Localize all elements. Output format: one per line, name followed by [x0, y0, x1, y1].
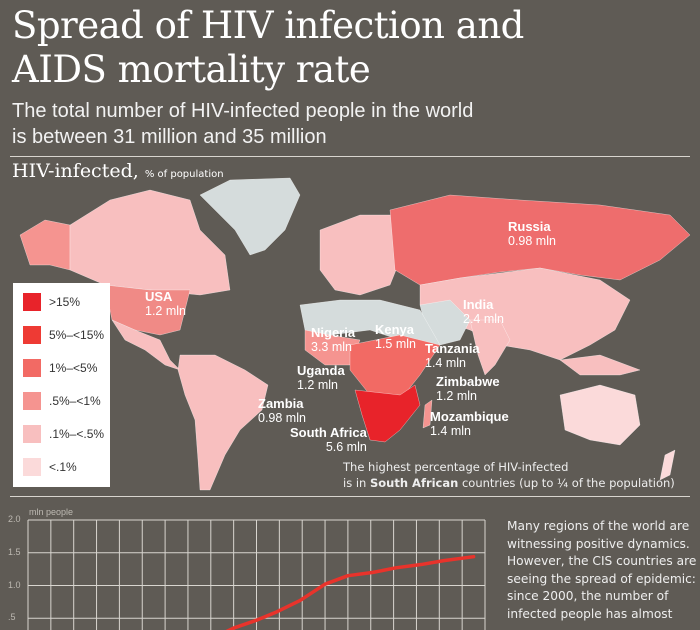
divider: [10, 496, 690, 497]
central-africa: [349, 334, 441, 401]
title-line-1: Spread of HIV infection and: [12, 4, 524, 47]
legend-swatch: [23, 326, 41, 344]
legend-swatch: [23, 392, 41, 410]
southern-africa: [354, 384, 421, 443]
y-tick-label: .5: [8, 612, 16, 623]
legend-item: .5%–<1%: [23, 392, 101, 410]
y-tick-label: 2.0: [8, 514, 21, 524]
note-pre: is in: [343, 476, 370, 490]
legend-item: <.1%: [23, 458, 77, 476]
label-uganda: Uganda 1.2 mln: [297, 363, 345, 393]
map-note: The highest percentage of HIV-infected i…: [343, 459, 675, 491]
note-line-1: The highest percentage of HIV-infected: [343, 460, 569, 474]
label-usa: USA 1.2 mln: [145, 289, 186, 319]
south-america: [177, 354, 269, 491]
legend-label: >15%: [49, 295, 81, 309]
label-zimbabwe: Zimbabwe 1.2 mln: [436, 374, 500, 404]
subtitle-line-1: The total number of HIV-infected people …: [12, 100, 474, 122]
chart-ylabel: mln people: [29, 507, 74, 517]
label-zambia: Zambia 0.98 mln: [258, 396, 306, 426]
map-title: HIV-infected, % of population: [12, 160, 224, 182]
legend-label: .1%–<.5%: [49, 427, 105, 441]
southeast-asia: [559, 354, 641, 376]
map-title-unit: % of population: [144, 169, 224, 180]
label-russia: Russia 0.98 mln: [508, 219, 556, 249]
legend-label: <.1%: [49, 460, 77, 474]
legend-item: .1%–<.5%: [23, 425, 104, 443]
note-bold: South African: [369, 476, 459, 490]
europe: [319, 214, 401, 296]
legend-item: 1%–<5%: [23, 359, 97, 377]
madagascar: [422, 399, 433, 429]
legend-swatch: [23, 458, 41, 476]
legend-item: 5%–<15%: [23, 326, 104, 344]
side-text: Many regions of the world are witnessing…: [507, 519, 697, 621]
legend-label: 5%–<15%: [49, 328, 105, 342]
subtitle-line-2: is between 31 million and 35 million: [12, 126, 327, 148]
legend-label: .5%–<1%: [49, 394, 101, 408]
legend: >15% 5%–<15% 1%–<5% .5%–<1% .1%–<.5% <.1…: [13, 283, 110, 487]
label-tanzania: Tanzania 1.4 mln: [425, 341, 480, 371]
map-title-text: HIV-infected,: [12, 160, 139, 182]
note-post: countries (up to ¼ of the population): [458, 476, 675, 490]
legend-item: >15%: [23, 293, 80, 311]
legend-swatch: [23, 359, 41, 377]
greenland: [199, 177, 301, 256]
legend-swatch: [23, 425, 41, 443]
australia: [559, 384, 641, 446]
label-mozambique: Mozambique 1.4 mln: [430, 409, 509, 439]
india: [469, 319, 511, 376]
legend-label: 1%–<5%: [49, 361, 98, 375]
title-line-2: AIDS mortality rate: [12, 48, 371, 91]
legend-swatch: [23, 293, 41, 311]
new-zealand: [659, 449, 676, 481]
label-south-africa: South Africa 5.6 mln: [290, 425, 367, 455]
label-india: India 2.4 mln: [463, 297, 504, 327]
y-tick-label: 1.5: [8, 546, 21, 557]
y-tick-label: 1.0: [8, 579, 21, 590]
series-line: [225, 554, 476, 630]
canada: [69, 189, 231, 296]
label-nigeria: Nigeria 3.3 mln: [311, 325, 356, 355]
label-kenya: Kenya 1.5 mln: [375, 322, 416, 352]
divider: [10, 156, 690, 157]
world-map: [19, 177, 691, 491]
